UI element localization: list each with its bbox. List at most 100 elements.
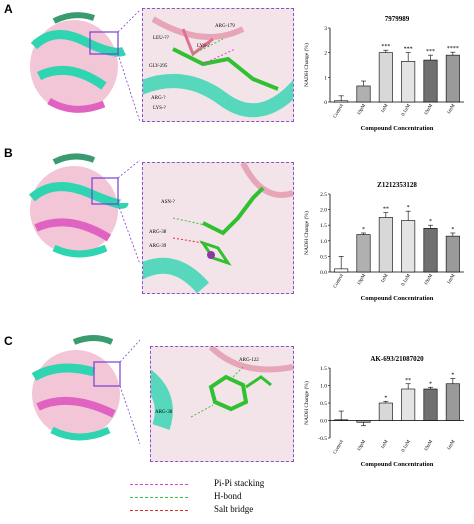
x-tick-label: 1nM bbox=[381, 103, 390, 114]
y-axis-label: NADH Change (%) bbox=[303, 381, 310, 425]
bar bbox=[423, 59, 438, 103]
x-tick-label: 1mM bbox=[447, 439, 457, 451]
x-tick-label: 10uM bbox=[424, 103, 435, 116]
significance-label: *** bbox=[381, 44, 390, 50]
residue-label: ARG-38 bbox=[155, 410, 173, 415]
y-tick-label: 0.5 bbox=[320, 254, 327, 260]
bar bbox=[401, 60, 416, 103]
bar bbox=[423, 388, 438, 421]
binding-site-view-c: ARG-122 ARG-38 bbox=[150, 346, 294, 462]
bar bbox=[334, 419, 349, 421]
residue-label: ARG-38 bbox=[149, 230, 167, 235]
legend-swatch bbox=[130, 484, 188, 485]
y-tick-label: -0.5 bbox=[318, 436, 327, 442]
significance-label: * bbox=[407, 205, 410, 211]
legend-label: Pi-Pi stacking bbox=[214, 478, 265, 488]
residue-label: ASN-? bbox=[161, 200, 176, 205]
bar bbox=[356, 420, 371, 423]
residue-label: ARG-39 bbox=[149, 244, 167, 249]
x-tick-label: Control bbox=[333, 439, 345, 455]
x-tick-label: 10pM bbox=[357, 439, 368, 452]
legend-item: H-bond bbox=[130, 491, 350, 504]
y-tick-label: 1.0 bbox=[320, 384, 327, 390]
bar bbox=[378, 217, 393, 273]
x-tick-label: Control bbox=[333, 103, 345, 119]
bar bbox=[378, 402, 393, 421]
bar bbox=[445, 54, 460, 103]
x-tick-label: 1mM bbox=[447, 103, 457, 115]
bar bbox=[334, 268, 349, 273]
legend-label: Salt bridge bbox=[214, 504, 254, 514]
y-tick-label: 1 bbox=[324, 75, 327, 81]
bar bbox=[356, 234, 371, 273]
chart-title: AK-693/21087020 bbox=[370, 355, 424, 363]
panel-letter-a: A bbox=[4, 2, 13, 16]
binding-site-view-b: ASN-? ARG-38 ARG-39 bbox=[142, 162, 294, 294]
x-tick-label: 10uM bbox=[424, 273, 435, 286]
y-tick-label: 3 bbox=[324, 26, 327, 32]
y-tick-label: 2 bbox=[324, 51, 327, 57]
y-tick-label: 0.0 bbox=[320, 419, 327, 425]
x-tick-label: 0.1uM bbox=[401, 439, 412, 453]
significance-label: * bbox=[451, 227, 454, 233]
y-tick-label: 0.0 bbox=[320, 270, 327, 276]
residue-label: ARG-? bbox=[151, 96, 166, 101]
significance-label: * bbox=[384, 395, 387, 401]
legend-label: H-bond bbox=[214, 491, 242, 501]
x-tick-label: 10pM bbox=[357, 273, 368, 286]
residue-label: LYS-? bbox=[153, 106, 167, 111]
protein-structure-a bbox=[30, 9, 140, 123]
interaction-legend: Pi-Pi stacking H-bond Salt bridge bbox=[130, 478, 350, 517]
significance-label: *** bbox=[426, 49, 435, 55]
bar bbox=[334, 100, 349, 103]
bar bbox=[401, 220, 416, 273]
bar bbox=[401, 388, 416, 421]
residue-label: LEU-?? bbox=[153, 36, 170, 41]
y-tick-label: 1.5 bbox=[320, 366, 327, 372]
legend-item: Pi-Pi stacking bbox=[130, 478, 350, 491]
chart-title: Z1212353128 bbox=[377, 181, 417, 189]
protein-structure-c bbox=[31, 335, 140, 445]
x-tick-label: 10pM bbox=[357, 103, 368, 116]
significance-label: ** bbox=[383, 207, 389, 213]
bar-chart-a: 7979989 NADH Change (%) Compound Concentra… bbox=[303, 15, 464, 132]
significance-label: * bbox=[362, 227, 365, 233]
chart-title: 7979989 bbox=[385, 15, 410, 23]
significance-label: ** bbox=[405, 378, 411, 384]
y-tick-label: 1.5 bbox=[320, 223, 327, 229]
y-axis-label: NADH Change (%) bbox=[303, 43, 310, 87]
x-tick-label: Control bbox=[333, 273, 345, 289]
legend-swatch bbox=[130, 497, 188, 498]
legend-swatch bbox=[130, 510, 188, 511]
x-axis-label: Compound Concentration bbox=[361, 461, 434, 468]
residue-label: ARG-122 bbox=[239, 358, 259, 363]
significance-label: * bbox=[451, 373, 454, 379]
significance-label: **** bbox=[447, 46, 459, 52]
legend-item: Salt bridge bbox=[130, 504, 350, 517]
x-axis-label: Compound Concentration bbox=[361, 295, 434, 302]
y-tick-label: 1.0 bbox=[320, 239, 327, 245]
panel-letter-b: B bbox=[4, 146, 13, 160]
y-axis-label: NADH Change (%) bbox=[303, 211, 310, 255]
bar bbox=[445, 383, 460, 421]
bar-chart-b: Z1212353128 NADH Change (%) Compound Conce… bbox=[303, 181, 464, 302]
x-tick-label: 0.1uM bbox=[401, 103, 412, 117]
bar bbox=[423, 228, 438, 273]
panel-letter-c: C bbox=[4, 334, 13, 348]
x-tick-label: 1nM bbox=[381, 273, 390, 284]
residue-label: GLY-295 bbox=[149, 64, 168, 69]
protein-structure-b bbox=[28, 153, 140, 265]
y-tick-label: 0 bbox=[324, 100, 327, 106]
bar-chart-c: AK-693/21087020 NADH Change (%) Compound C… bbox=[303, 355, 464, 468]
binding-site-view-a: ARG-179 LEU-?? GLY-295 LYS-? ARG-? LYS-? bbox=[142, 8, 294, 122]
bar bbox=[356, 85, 371, 103]
bar bbox=[445, 235, 460, 273]
y-tick-label: 2.5 bbox=[320, 192, 327, 198]
x-tick-label: 10uM bbox=[424, 439, 435, 452]
x-tick-label: 1nM bbox=[381, 439, 390, 450]
residue-label: ARG-179 bbox=[215, 24, 235, 29]
significance-label: *** bbox=[404, 47, 413, 53]
significance-label: * bbox=[429, 381, 432, 387]
bar bbox=[378, 52, 393, 103]
significance-label: * bbox=[429, 219, 432, 225]
